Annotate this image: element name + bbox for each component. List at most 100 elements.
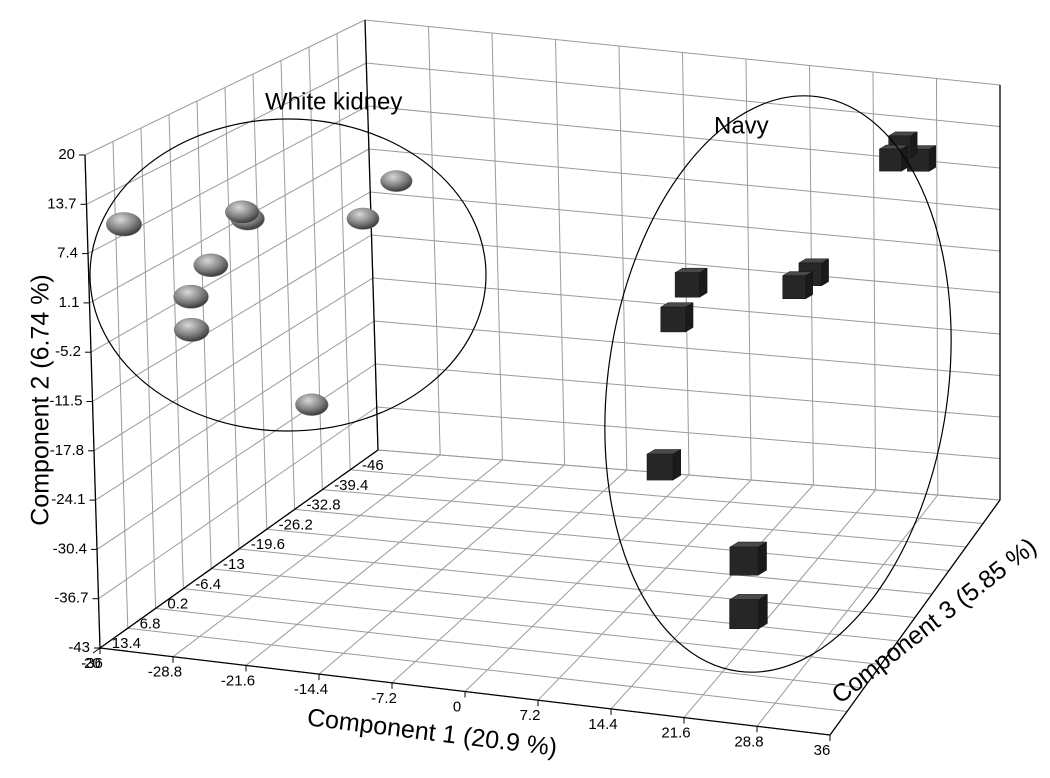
y-tick-label: -30.4 — [53, 540, 87, 557]
point — [193, 253, 229, 277]
y-axis-title: Component 2 (6.74 %) — [27, 274, 55, 526]
grid-line — [168, 114, 184, 589]
y-tick-label: -36.7 — [54, 590, 88, 607]
grid: -36 -28.8 -21.6 -14.4 -7.2 0 7.2 14.4 21.6 28.8 36… — [47, 19, 1001, 759]
x-tick-label: -14.4 — [294, 681, 328, 698]
tick-mark — [148, 607, 156, 614]
point — [781, 271, 814, 300]
cube-front — [646, 453, 674, 481]
grid-line — [252, 73, 268, 530]
tick-mark — [203, 568, 212, 575]
cube-front — [674, 272, 700, 298]
marks — [106, 131, 937, 630]
z-tick-label: -26.2 — [279, 516, 313, 533]
x-tick-label: 21.6 — [661, 725, 690, 742]
z-tick-label: 13.4 — [112, 635, 141, 652]
cube-front — [782, 275, 806, 300]
grid-line — [155, 607, 865, 689]
tick-mark — [342, 469, 351, 476]
point — [659, 302, 694, 333]
grid-line — [238, 548, 916, 618]
x-tick-label: 36 — [814, 742, 831, 759]
grid-line — [336, 33, 351, 470]
y-tick-label: 13.7 — [47, 195, 76, 212]
y-tick-label: -43 — [68, 639, 90, 656]
grid-line — [140, 127, 157, 609]
point — [295, 393, 329, 416]
z-tick-label: -19.6 — [251, 536, 285, 553]
point — [173, 284, 209, 309]
grid-line — [377, 449, 1001, 501]
x-tick-label: 28.8 — [734, 733, 763, 750]
z-tick-label: -6.4 — [195, 576, 221, 593]
grid-line — [370, 191, 1001, 252]
cube-side — [758, 593, 768, 630]
x-tick-label: -28.8 — [148, 664, 182, 681]
cube-side — [805, 271, 813, 300]
cluster-ellipse — [89, 118, 487, 432]
y-tick-label: -17.8 — [50, 442, 84, 459]
grid-line — [364, 19, 1001, 86]
tick-mark — [176, 588, 184, 595]
cube-side — [910, 131, 918, 159]
point — [728, 593, 769, 630]
axis-line — [364, 19, 379, 451]
point — [674, 267, 708, 298]
point — [878, 144, 910, 172]
x-tick-label: 0 — [453, 698, 461, 715]
tick-mark — [259, 528, 268, 535]
grid-line — [127, 627, 848, 712]
z-tick-label: 0.2 — [167, 596, 188, 613]
z-axis-title: Component 3 (5.85 %) — [826, 532, 1041, 709]
y-tick-label: -5.2 — [55, 343, 81, 360]
grid-line — [266, 528, 933, 595]
point — [106, 212, 142, 237]
point — [346, 207, 380, 230]
grid-line — [375, 363, 1001, 418]
cluster-label: Navy — [714, 112, 769, 139]
tick-mark — [120, 627, 129, 634]
y-tick-label: 7.4 — [57, 245, 78, 262]
grid-line — [211, 568, 899, 642]
z-tick-label: -13 — [223, 556, 245, 573]
cube-side — [685, 302, 694, 333]
z-tick-label: -46 — [362, 457, 384, 474]
z-tick-label: -32.8 — [306, 497, 340, 514]
grid-line — [376, 406, 1001, 459]
grid-line — [374, 320, 1001, 376]
cube-front — [729, 546, 759, 576]
cube-side — [699, 267, 708, 298]
cube-front — [660, 306, 686, 333]
point — [173, 317, 210, 342]
x-tick-label: 7.2 — [520, 707, 541, 724]
cluster-label: White kidney — [265, 88, 402, 115]
z-tick-label: -39.4 — [334, 477, 368, 494]
grid-line — [183, 588, 882, 665]
tick-mark — [370, 449, 379, 456]
cube-front — [879, 148, 902, 172]
y-tick-label: -11.5 — [49, 392, 82, 409]
y-tick-label: 20 — [58, 146, 75, 163]
cube-side — [672, 449, 681, 481]
z-tick-label: 20 — [84, 655, 101, 672]
tick-mark — [231, 548, 240, 555]
y-tick-label: -24.1 — [51, 491, 85, 508]
x-tick-label: -36 — [81, 655, 103, 672]
grid-line — [308, 46, 323, 490]
cluster-ellipse — [604, 95, 952, 673]
point — [646, 449, 682, 481]
point — [380, 170, 413, 192]
z-tick-label: 6.8 — [140, 615, 161, 632]
grid-line — [322, 489, 967, 548]
grid-line — [280, 60, 296, 510]
y-tick-label: 1.1 — [59, 294, 80, 311]
point — [225, 200, 260, 224]
grid-line — [294, 508, 950, 571]
cube-front — [729, 599, 759, 629]
grid-line — [371, 234, 1001, 293]
tick-mark — [315, 489, 323, 496]
grid-line — [368, 148, 1001, 210]
grid-line — [366, 62, 1001, 127]
grid-line — [224, 87, 240, 550]
